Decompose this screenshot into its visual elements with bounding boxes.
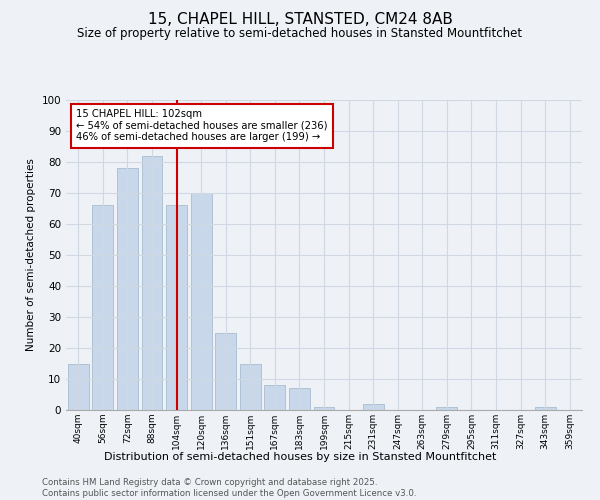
Y-axis label: Number of semi-detached properties: Number of semi-detached properties — [26, 158, 36, 352]
Bar — [265, 385, 286, 410]
Text: Contains HM Land Registry data © Crown copyright and database right 2025.
Contai: Contains HM Land Registry data © Crown c… — [42, 478, 416, 498]
Text: 15, CHAPEL HILL, STANSTED, CM24 8AB: 15, CHAPEL HILL, STANSTED, CM24 8AB — [148, 12, 452, 28]
Bar — [117, 168, 138, 410]
Bar — [68, 364, 89, 410]
Bar — [436, 407, 457, 410]
Bar — [92, 206, 113, 410]
Bar — [166, 206, 187, 410]
Bar — [314, 407, 334, 410]
Bar — [215, 332, 236, 410]
Bar — [362, 404, 383, 410]
Bar — [191, 193, 212, 410]
Bar — [289, 388, 310, 410]
Text: Size of property relative to semi-detached houses in Stansted Mountfitchet: Size of property relative to semi-detach… — [77, 28, 523, 40]
Text: Distribution of semi-detached houses by size in Stansted Mountfitchet: Distribution of semi-detached houses by … — [104, 452, 496, 462]
Bar — [142, 156, 163, 410]
Bar — [240, 364, 261, 410]
Text: 15 CHAPEL HILL: 102sqm
← 54% of semi-detached houses are smaller (236)
46% of se: 15 CHAPEL HILL: 102sqm ← 54% of semi-det… — [76, 110, 328, 142]
Bar — [535, 407, 556, 410]
